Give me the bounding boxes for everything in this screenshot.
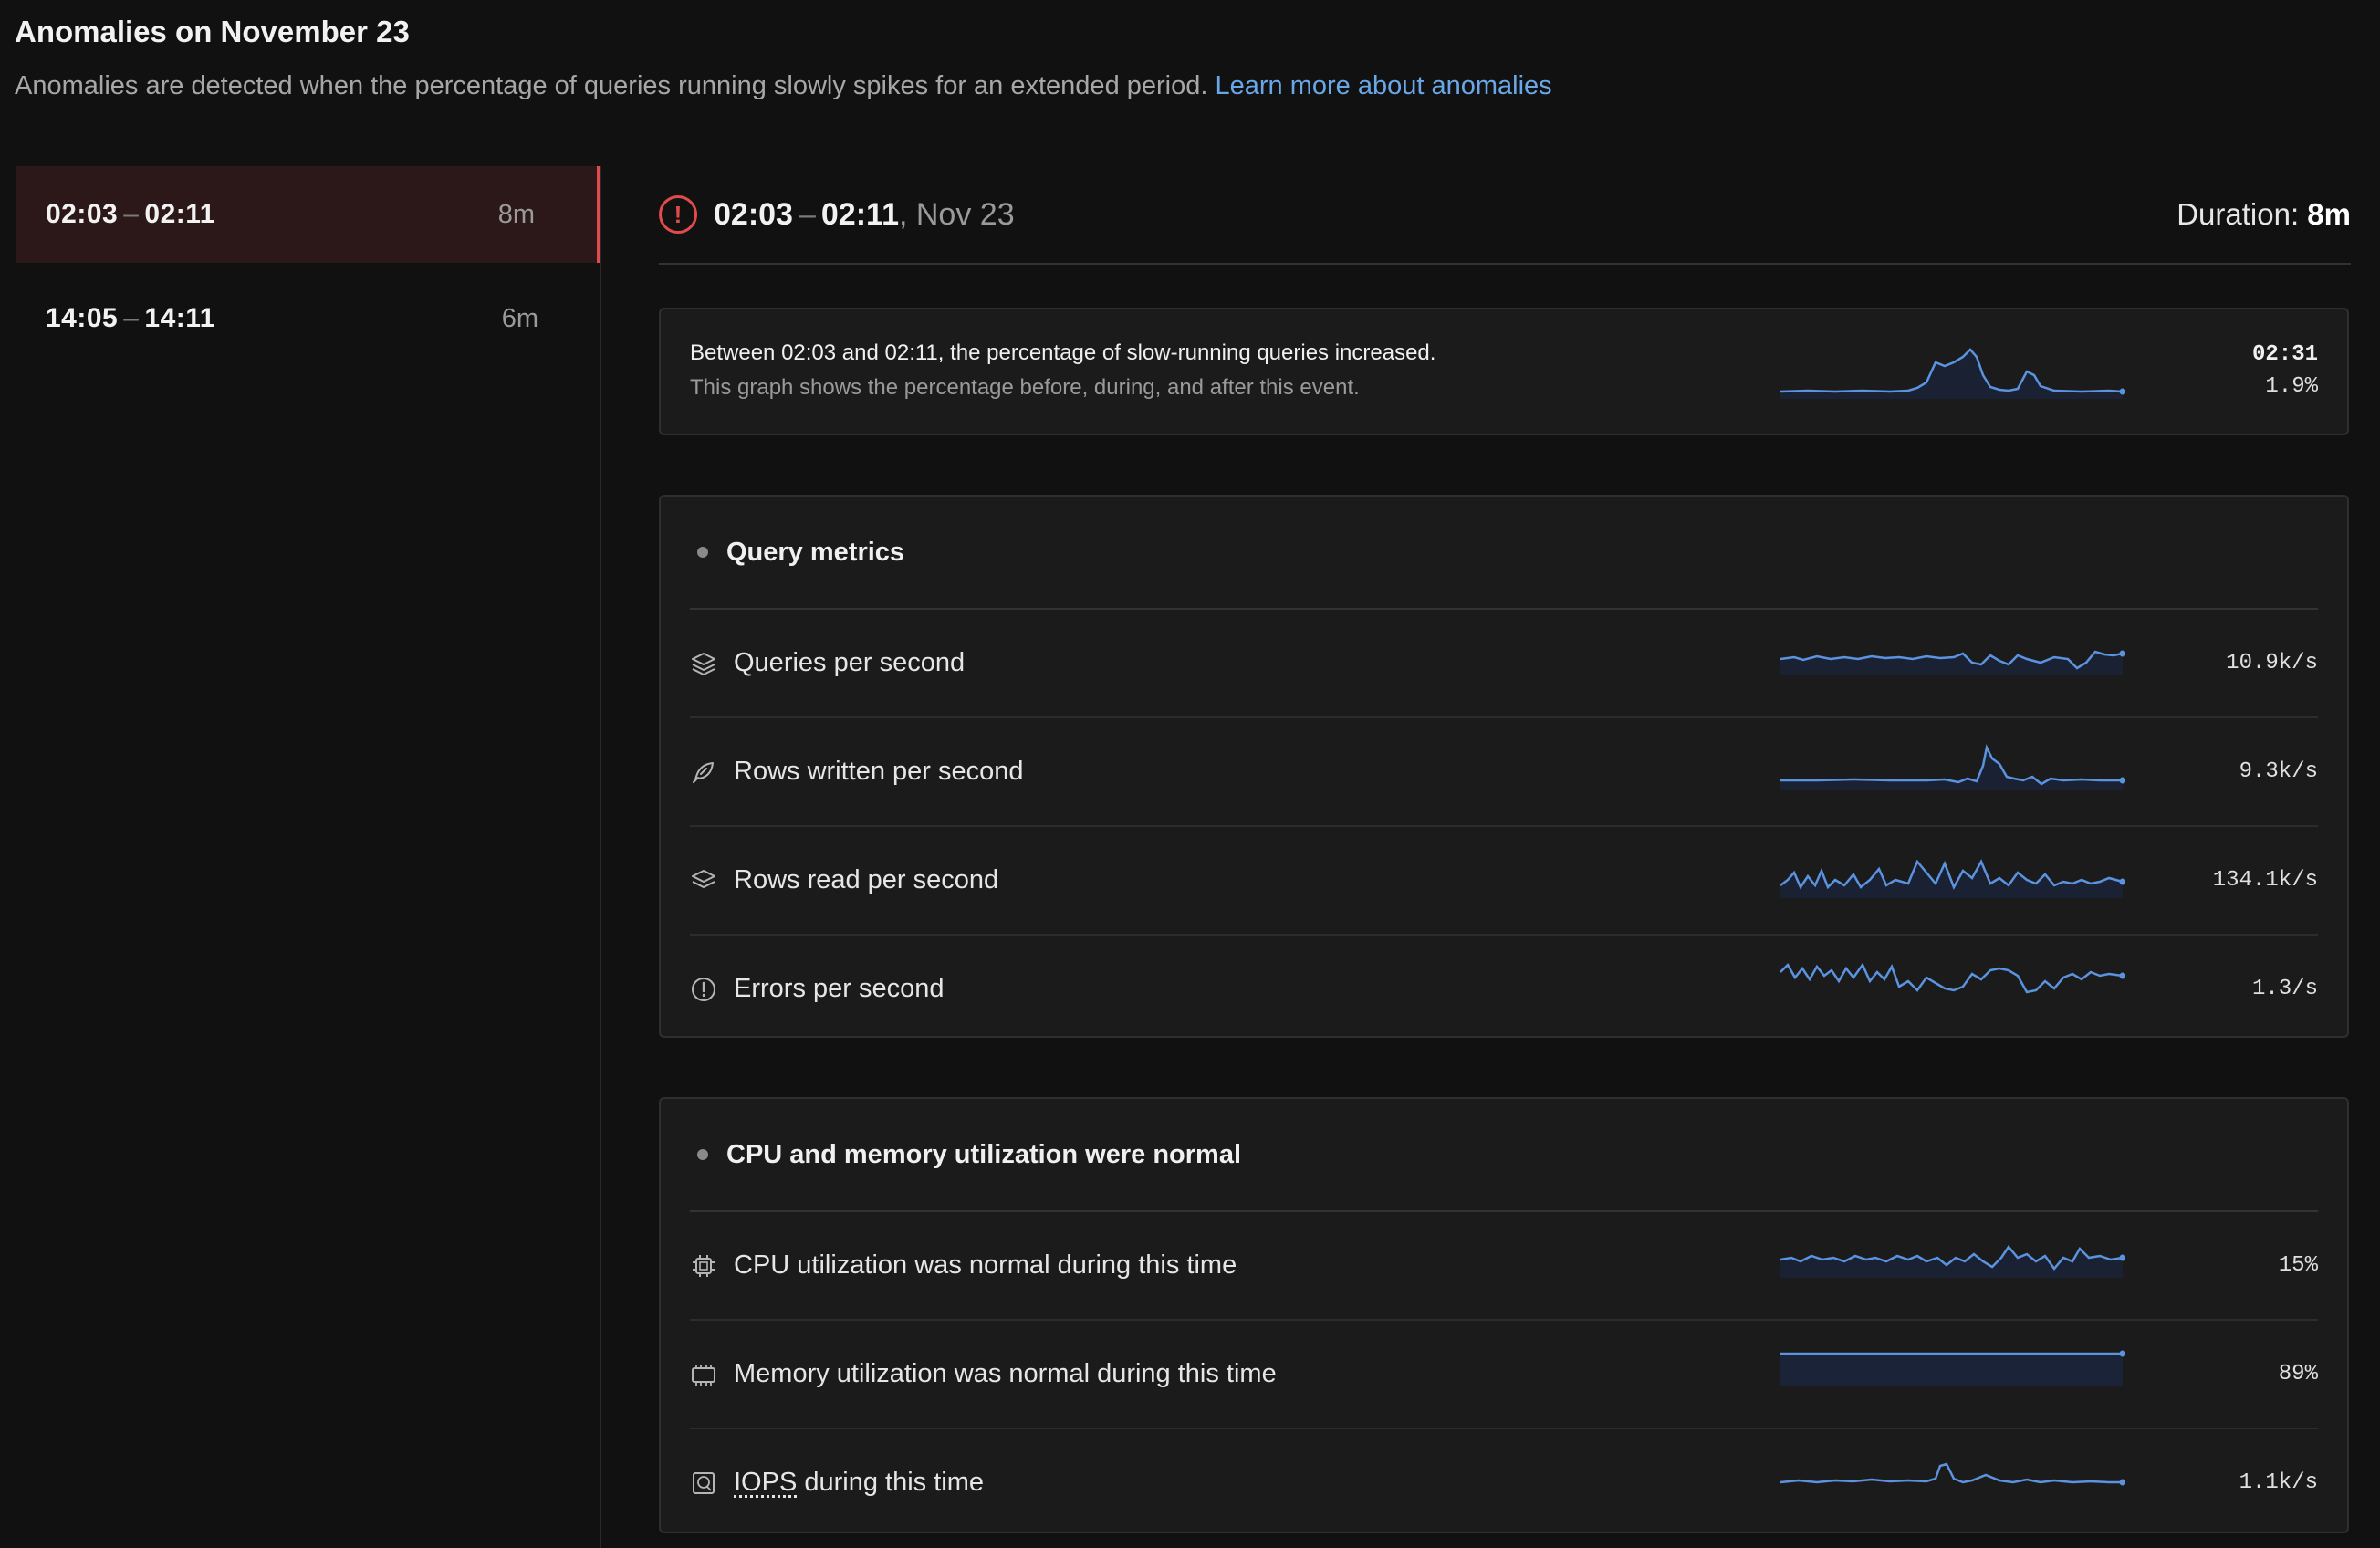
rows-read-sparkline[interactable] bbox=[1780, 852, 2125, 907]
layers-icon bbox=[692, 869, 715, 888]
bullet-icon bbox=[697, 1149, 708, 1160]
errors-sparkline[interactable] bbox=[1780, 961, 2125, 1016]
memory-icon bbox=[692, 1364, 715, 1386]
iops-abbr[interactable]: IOPS bbox=[734, 1468, 798, 1497]
page-description: Anomalies are detected when the percenta… bbox=[15, 71, 1552, 101]
slow-queries-sparkline[interactable] bbox=[1780, 344, 2125, 399]
metric-row-rows-written[interactable]: Rows written per second 9.3k/s bbox=[690, 718, 2318, 827]
rows-written-sparkline[interactable] bbox=[1780, 744, 2125, 799]
metric-row-errors[interactable]: Errors per second 1.3/s bbox=[690, 936, 2318, 1042]
alert-circle-icon bbox=[692, 977, 715, 1001]
range-duration: 6m bbox=[501, 303, 538, 333]
metric-value: 1.3/s bbox=[2251, 977, 2318, 1001]
summary-description: This graph shows the percentage before, … bbox=[690, 375, 1360, 400]
metric-row-rows-read[interactable]: Rows read per second 134.1k/s bbox=[690, 827, 2318, 936]
layers-icon bbox=[692, 652, 715, 675]
anomaly-item-0203[interactable]: 02:03–02:11 8m bbox=[16, 166, 600, 263]
metric-value: 89% bbox=[2278, 1362, 2318, 1386]
iops-sparkline[interactable] bbox=[1780, 1455, 2125, 1510]
metric-row-iops[interactable]: IOPS during this time 1.1k/s bbox=[690, 1429, 2318, 1536]
queries-sparkline[interactable] bbox=[1780, 635, 2125, 690]
disk-icon bbox=[693, 1471, 715, 1494]
metric-label: Rows written per second bbox=[734, 757, 1024, 786]
summary-card: Between 02:03 and 02:11, the percentage … bbox=[659, 308, 2349, 435]
query-metrics-card: Query metrics Queries per second 10.9k/s… bbox=[659, 495, 2349, 1038]
metric-row-queries[interactable]: Queries per second 10.9k/s bbox=[690, 610, 2318, 718]
metric-label: Queries per second bbox=[734, 648, 966, 677]
metric-row-memory[interactable]: Memory utilization was normal during thi… bbox=[690, 1321, 2318, 1429]
metric-label: Errors per second bbox=[734, 974, 945, 1003]
summary-readout: 02:31 1.9% bbox=[2251, 342, 2318, 399]
anomaly-detail: ! 02:03–02:11, Nov 23 Duration: 8m Betwe… bbox=[659, 166, 2351, 1533]
metric-value: 10.9k/s bbox=[2226, 651, 2318, 675]
event-header: ! 02:03–02:11, Nov 23 Duration: 8m bbox=[659, 166, 2351, 265]
event-duration: Duration: 8m bbox=[2176, 197, 2351, 231]
event-range: 02:03–02:11, Nov 23 bbox=[714, 196, 1015, 232]
anomaly-list: 02:03–02:11 8m 14:05–14:11 6m bbox=[0, 166, 601, 1548]
metric-label: IOPS during this time bbox=[734, 1468, 985, 1497]
metric-row-cpu[interactable]: CPU utilization was normal during this t… bbox=[690, 1212, 2318, 1321]
bullet-icon bbox=[697, 547, 708, 558]
range-time: 14:05–14:11 bbox=[46, 303, 215, 333]
section-title: CPU and memory utilization were normal bbox=[726, 1139, 1241, 1169]
metric-label: CPU utilization was normal during this t… bbox=[734, 1250, 1237, 1280]
feather-icon bbox=[693, 761, 714, 783]
range-time: 02:03–02:11 bbox=[46, 199, 215, 229]
alert-icon: ! bbox=[659, 195, 697, 234]
metric-value: 134.1k/s bbox=[2212, 868, 2318, 893]
section-title: Query metrics bbox=[726, 537, 905, 567]
page-title: Anomalies on November 23 bbox=[15, 15, 410, 48]
utilization-card: CPU and memory utilization were normal C… bbox=[659, 1097, 2349, 1533]
description-text: Anomalies are detected when the percenta… bbox=[15, 71, 1208, 100]
cpu-sparkline[interactable] bbox=[1780, 1238, 2125, 1292]
metric-value: 15% bbox=[2278, 1253, 2318, 1278]
summary-title: Between 02:03 and 02:11, the percentage … bbox=[690, 340, 1436, 365]
metric-label: Memory utilization was normal during thi… bbox=[734, 1359, 1277, 1388]
anomaly-item-1405[interactable]: 14:05–14:11 6m bbox=[16, 270, 600, 367]
range-duration: 8m bbox=[497, 199, 535, 229]
metric-label: Rows read per second bbox=[734, 865, 999, 894]
memory-sparkline[interactable] bbox=[1780, 1346, 2125, 1401]
metric-value: 9.3k/s bbox=[2239, 759, 2318, 784]
learn-more-link[interactable]: Learn more about anomalies bbox=[1215, 71, 1552, 100]
metric-value: 1.1k/s bbox=[2239, 1470, 2318, 1495]
cpu-icon bbox=[693, 1254, 715, 1277]
